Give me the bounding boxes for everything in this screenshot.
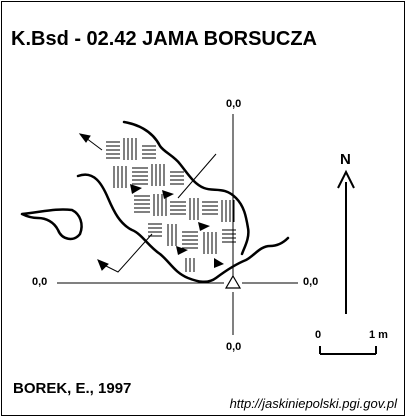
map-frame: K.Bsd - 02.42 JAMA BORSUCZA bbox=[1, 1, 405, 416]
slope-marks bbox=[130, 184, 224, 268]
grid-label-top: 0,0 bbox=[226, 98, 242, 110]
scale-start-label: 0 bbox=[315, 329, 322, 341]
grid-lines bbox=[57, 114, 298, 335]
passage-arrow-southwest bbox=[101, 233, 153, 273]
cave-walls bbox=[20, 120, 290, 283]
grid-label-right: 0,0 bbox=[303, 276, 319, 288]
scale-end-label: 1 m bbox=[369, 329, 388, 341]
map-title: K.Bsd - 02.42 JAMA BORSUCZA bbox=[11, 28, 317, 50]
entrance-triangle-icon bbox=[224, 274, 242, 289]
scale-bar bbox=[319, 346, 377, 355]
grid-label-left: 0,0 bbox=[32, 276, 48, 288]
arrowhead-southwest-icon bbox=[97, 259, 109, 271]
passage-arrow-northwest bbox=[85, 137, 103, 151]
cave-wall-south bbox=[76, 173, 290, 283]
section-line bbox=[177, 153, 217, 199]
cave-wall-north bbox=[122, 120, 250, 256]
grid-label-bottom: 0,0 bbox=[226, 341, 242, 353]
side-chamber bbox=[20, 208, 83, 241]
floor-hatching bbox=[106, 138, 236, 272]
source-url: http://jaskiniepolski.pgi.gov.pl bbox=[229, 396, 397, 411]
north-label: N bbox=[340, 151, 351, 168]
author-credit: BOREK, E., 1997 bbox=[13, 380, 132, 397]
cave-plan bbox=[20, 114, 377, 355]
north-arrow-icon bbox=[337, 169, 355, 314]
passage-arrows bbox=[78, 133, 217, 273]
arrowhead-northwest-icon bbox=[78, 133, 91, 143]
